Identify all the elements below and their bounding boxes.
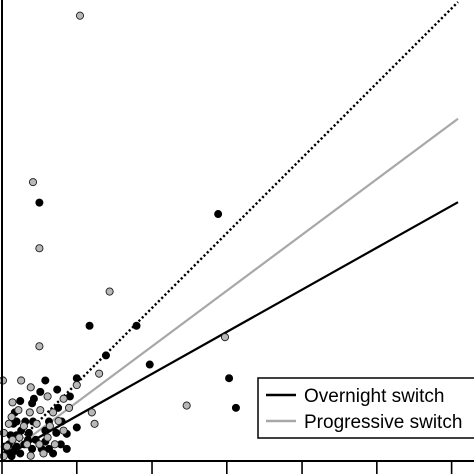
- point-overnight: [72, 374, 81, 383]
- point-progressive: [32, 419, 41, 428]
- point-progressive: [64, 403, 74, 412]
- point-progressive: [182, 401, 191, 410]
- point-overnight: [101, 351, 110, 360]
- point-overnight: [145, 360, 154, 369]
- point-overnight: [72, 423, 81, 432]
- point-overnight: [35, 198, 44, 207]
- point-progressive: [26, 383, 35, 392]
- point-overnight: [36, 387, 45, 396]
- point-progressive: [8, 435, 17, 444]
- point-progressive: [59, 426, 68, 435]
- point-overnight: [7, 452, 16, 461]
- point-overnight: [16, 396, 25, 405]
- point-progressive: [19, 422, 28, 431]
- point-progressive: [50, 440, 59, 449]
- legend-box: [257, 377, 474, 439]
- point-progressive: [72, 380, 81, 390]
- point-progressive: [90, 419, 99, 428]
- legend-label-overnight: Overnight switch: [304, 386, 444, 407]
- regression-line-1: [1, 117, 459, 459]
- point-progressive: [8, 398, 17, 407]
- point-progressive: [25, 408, 34, 417]
- point-overnight: [28, 399, 37, 408]
- point-overnight: [52, 428, 61, 437]
- point-progressive: [17, 376, 26, 385]
- point-progressive: [2, 442, 12, 451]
- point-progressive: [45, 422, 54, 431]
- point-progressive: [23, 440, 32, 449]
- point-overnight: [53, 385, 62, 394]
- regression-line-0: [1, 201, 459, 459]
- point-overnight: [54, 403, 63, 412]
- point-progressive: [95, 369, 104, 378]
- data-points: [0, 11, 240, 461]
- point-overnight: [231, 403, 240, 412]
- point-progressive: [43, 433, 52, 442]
- point-overnight: [225, 374, 234, 383]
- point-progressive: [49, 408, 58, 417]
- legend: Overnight switch Progressive switch: [257, 377, 474, 439]
- point-progressive: [26, 451, 35, 460]
- point-progressive: [36, 406, 45, 415]
- point-progressive: [14, 406, 23, 415]
- point-overnight: [85, 321, 94, 330]
- point-progressive: [43, 392, 52, 401]
- point-progressive: [35, 342, 44, 351]
- point-progressive: [4, 419, 13, 428]
- point-progressive: [75, 11, 85, 20]
- point-overnight: [49, 449, 58, 458]
- point-overnight: [16, 449, 25, 458]
- point-progressive: [15, 433, 24, 442]
- point-overnight: [62, 444, 71, 453]
- point-progressive: [28, 178, 38, 187]
- point-overnight: [132, 321, 141, 330]
- point-progressive: [0, 376, 7, 385]
- point-overnight: [41, 376, 50, 385]
- point-progressive: [54, 417, 63, 426]
- point-progressive: [7, 412, 16, 422]
- point-progressive: [59, 394, 68, 403]
- point-progressive: [87, 408, 96, 417]
- point-progressive: [105, 287, 114, 296]
- point-progressive: [35, 440, 44, 449]
- point-progressive: [35, 244, 44, 253]
- point-overnight: [24, 428, 33, 437]
- point-overnight: [214, 210, 223, 219]
- point-progressive: [220, 333, 230, 342]
- point-progressive: [39, 449, 48, 458]
- axes: [0, 0, 474, 462]
- legend-label-progressive: Progressive switch: [304, 412, 462, 433]
- x-axis-ticks: [1, 461, 453, 474]
